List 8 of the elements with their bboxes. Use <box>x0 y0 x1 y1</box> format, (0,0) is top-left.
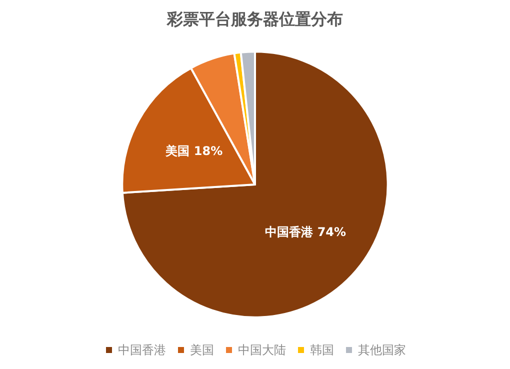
legend-label: 中国香港 <box>118 343 166 357</box>
legend-label: 韩国 <box>310 343 334 357</box>
legend-label: 其他国家 <box>358 343 406 357</box>
chart-title: 彩票平台服务器位置分布 <box>166 10 343 28</box>
legend-label: 美国 <box>190 343 214 357</box>
legend-label: 中国大陆 <box>238 343 286 357</box>
category-label: 美国 18% <box>166 144 223 158</box>
category-label: 中国香港 74% <box>265 225 346 240</box>
